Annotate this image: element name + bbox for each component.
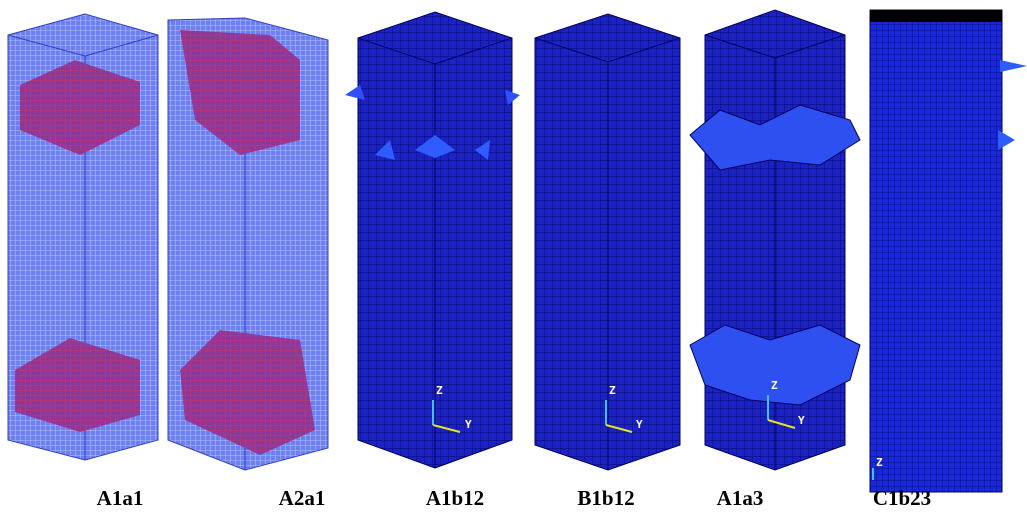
axis-z: Z (609, 384, 616, 397)
panel-a1b12 (345, 11, 520, 469)
axis-z: Z (436, 384, 443, 397)
axis-z: Z (876, 456, 883, 469)
panel-label: A1a3 (717, 486, 764, 510)
panel-label: A1a1 (97, 486, 144, 510)
axis-y: Y (465, 418, 472, 431)
axis-z: Z (771, 379, 778, 392)
panel-b1b12 (534, 13, 681, 471)
axis-y: Y (636, 418, 643, 431)
panel-a1a1 (7, 13, 159, 461)
panel-a2a1 (167, 17, 329, 471)
panel-label: C1b23 (873, 486, 931, 510)
axis-triad (432, 395, 874, 480)
panel-c1b23 (869, 9, 1027, 493)
panel-label: A2a1 (279, 486, 326, 510)
panel-a1a3 (689, 9, 861, 471)
panel-label: A1b12 (426, 486, 484, 510)
axis-y: Y (798, 414, 805, 427)
panel-label: B1b12 (577, 486, 634, 510)
